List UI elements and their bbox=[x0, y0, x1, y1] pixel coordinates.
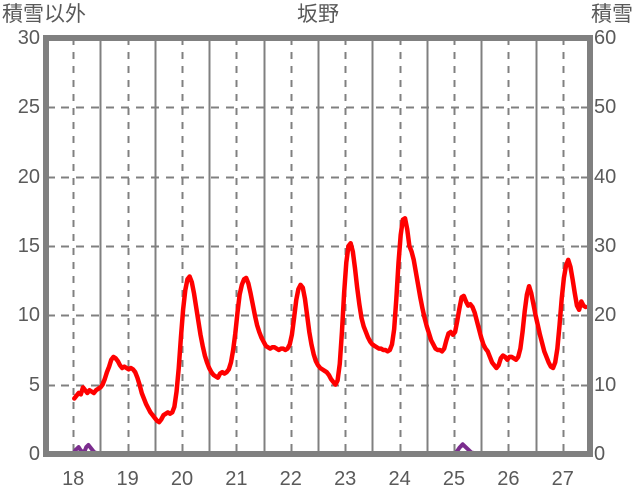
left-axis-tick-20: 20 bbox=[17, 165, 40, 188]
right-axis-tick-0: 0 bbox=[594, 443, 606, 465]
left-axis-unit-label: 積雪以外 bbox=[2, 3, 86, 26]
x-axis-tick-27: 27 bbox=[551, 468, 574, 490]
right-axis-tick-60: 60 bbox=[594, 27, 617, 49]
left-axis-tick-0: 0 bbox=[28, 443, 40, 465]
left-axis-tick-25: 25 bbox=[17, 96, 40, 119]
plot-frame bbox=[43, 35, 593, 457]
series-non-snow-line bbox=[72, 216, 588, 425]
x-axis-tick-19: 19 bbox=[116, 468, 139, 490]
x-axis-tick-22: 22 bbox=[279, 468, 302, 490]
right-axis-tick-30: 30 bbox=[594, 235, 617, 257]
x-axis-tick-20: 20 bbox=[170, 468, 194, 490]
right-axis-unit-label: 積雪 bbox=[591, 3, 633, 26]
horizontal-gridlines bbox=[46, 106, 590, 387]
x-axis-tick-23: 23 bbox=[334, 468, 357, 490]
right-axis-tick-50: 50 bbox=[594, 96, 617, 119]
plot-area bbox=[0, 30, 636, 462]
x-axis-tick-24: 24 bbox=[388, 468, 411, 490]
x-axis-tick-26: 26 bbox=[497, 468, 520, 490]
x-axis-tick-25: 25 bbox=[442, 468, 466, 490]
left-axis-tick-30: 30 bbox=[17, 27, 40, 49]
right-axis-tick-10: 10 bbox=[594, 373, 617, 396]
right-axis-tick-20: 20 bbox=[594, 304, 617, 327]
chart-title: 坂野 bbox=[297, 3, 339, 26]
left-axis-tick-5: 5 bbox=[28, 373, 40, 396]
x-axis-tick-21: 21 bbox=[225, 468, 248, 490]
left-axis-tick-15: 15 bbox=[17, 235, 40, 257]
x-axis-tick-18: 18 bbox=[62, 468, 85, 490]
non-snow-precip-line bbox=[72, 216, 588, 425]
left-axis-tick-10: 10 bbox=[17, 304, 40, 327]
plot-svg bbox=[43, 35, 593, 457]
right-axis-tick-40: 40 bbox=[594, 165, 617, 188]
